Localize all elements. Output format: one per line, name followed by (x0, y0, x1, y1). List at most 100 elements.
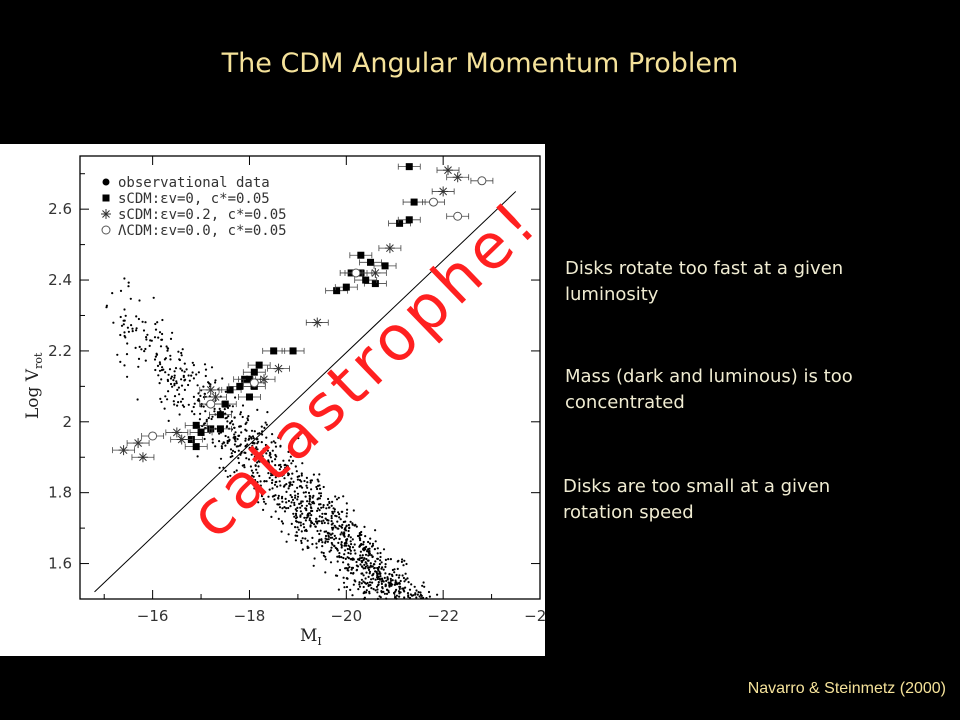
bullet-mass: Mass (dark and luminous) is too concentr… (565, 366, 853, 413)
obs-point (274, 464, 277, 467)
obs-point (295, 516, 299, 519)
obs-point (358, 545, 361, 548)
obs-point (265, 423, 268, 426)
obs-point (214, 445, 217, 448)
obs-point (238, 434, 241, 437)
obs-point (158, 369, 162, 372)
obs-point (308, 498, 311, 501)
obs-point (227, 415, 230, 418)
obs-point (353, 549, 356, 552)
obs-point (250, 436, 253, 439)
obs-point (131, 330, 134, 333)
obs-point (299, 524, 302, 527)
obs-point (333, 524, 336, 527)
obs-point (355, 564, 358, 567)
obs-point (371, 542, 375, 545)
obs-point (316, 522, 319, 525)
obs-point (179, 400, 183, 403)
obs-point (245, 474, 248, 477)
obs-point (197, 392, 200, 395)
obs-point (253, 455, 256, 459)
obs-point (105, 306, 108, 309)
obs-point (339, 518, 342, 521)
obs-point (352, 509, 355, 512)
obs-point (337, 496, 340, 499)
obs-point (394, 579, 397, 582)
obs-point (342, 576, 345, 579)
obs-point (328, 500, 331, 504)
obs-point (246, 481, 249, 484)
obs-point (336, 548, 339, 551)
obs-point (226, 441, 229, 445)
obs-point (343, 531, 346, 534)
asterisk-marker-stroke (439, 187, 448, 196)
obs-point (166, 347, 169, 350)
obs-point (214, 379, 217, 382)
obs-point (314, 525, 317, 528)
obs-point (364, 553, 368, 556)
obs-point (361, 554, 364, 557)
obs-point (169, 337, 173, 340)
obs-point (112, 321, 115, 324)
obs-point (200, 405, 203, 408)
obs-point (300, 541, 303, 545)
obs-point (228, 404, 231, 407)
obs-point (224, 469, 227, 472)
obs-point (268, 488, 271, 491)
obs-point (177, 401, 180, 404)
obs-point (127, 281, 130, 284)
bullet-rotation: Disks rotate too fast at a given luminos… (565, 258, 844, 305)
obs-point (204, 368, 208, 371)
obs-point (380, 582, 383, 585)
bullet-size: Disks are too small at a given rotation … (563, 476, 831, 523)
obs-point (205, 420, 208, 423)
obs-point (297, 528, 300, 531)
obs-point (365, 589, 368, 592)
obs-point (271, 468, 274, 472)
obs-point (331, 522, 334, 525)
obs-point (140, 348, 143, 351)
obs-point (239, 413, 242, 416)
obs-point (346, 567, 349, 570)
obs-point (268, 476, 271, 479)
obs-point (164, 371, 167, 374)
obs-point (306, 546, 309, 550)
obs-point (122, 319, 125, 322)
obs-point (391, 574, 394, 578)
asterisk-marker-stroke (313, 318, 322, 327)
obs-point (389, 581, 392, 584)
obs-point (365, 571, 368, 574)
obs-point (267, 472, 270, 475)
obs-point (233, 426, 236, 429)
obs-point (265, 480, 268, 483)
obs-point (290, 522, 293, 525)
obs-point (362, 567, 365, 570)
obs-point (198, 418, 201, 421)
obs-point (259, 456, 262, 460)
obs-point (172, 379, 175, 382)
obs-point (261, 433, 264, 436)
obs-point (367, 566, 370, 569)
obs-point (418, 595, 421, 598)
obs-point (129, 297, 132, 300)
obs-point (233, 416, 236, 419)
obs-point (169, 358, 172, 361)
obs-point (413, 585, 416, 588)
obs-point (271, 473, 274, 477)
obs-point (395, 594, 398, 597)
obs-point (404, 578, 407, 581)
obs-point (389, 558, 392, 561)
obs-point (264, 443, 267, 447)
obs-point (237, 457, 240, 460)
obs-point (270, 474, 273, 477)
obs-point (250, 453, 253, 456)
obs-point (119, 289, 123, 292)
obs-point (403, 559, 406, 562)
obs-point (414, 593, 417, 596)
obs-point (244, 445, 247, 448)
obs-point (359, 550, 362, 553)
obs-point (211, 438, 214, 441)
obs-point (344, 541, 348, 544)
obs-point (254, 464, 257, 467)
obs-point (287, 472, 290, 475)
